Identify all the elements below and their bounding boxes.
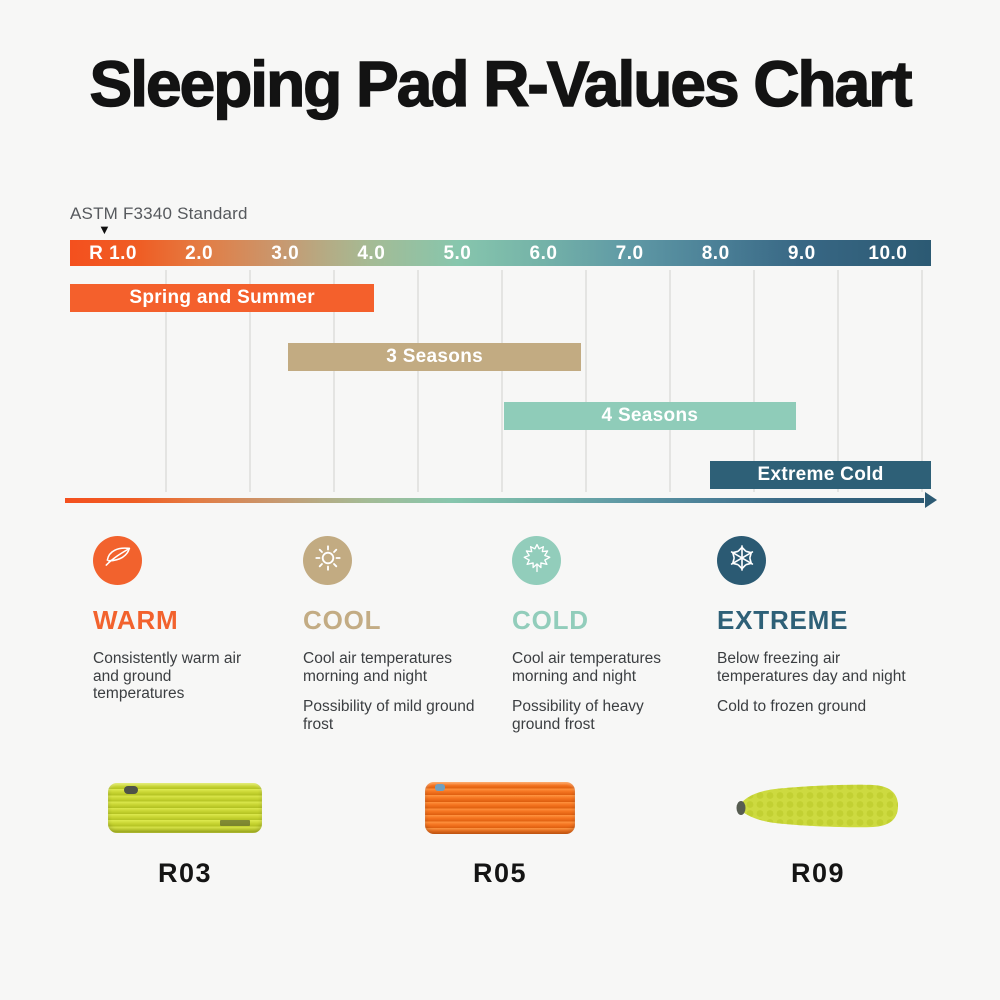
temperature-categories: WARM Consistently warm air and ground te… [93,536,931,734]
feather-icon [101,541,135,580]
scale-tick-label: R 1.0 [89,243,137,264]
gridline [164,270,167,492]
scale-tick-label: 5.0 [443,243,472,264]
arrow-head-icon [925,492,937,508]
snowflake-icon [725,541,759,580]
product-r05: R05 [400,770,600,889]
sun-icon [311,541,345,580]
sleeping-pad-image-r03 [108,783,262,833]
gridline [752,270,755,492]
season-bar: Extreme Cold [710,461,931,489]
gridline [248,270,251,492]
scale-tick-label: 3.0 [271,243,300,264]
gridline [668,270,671,492]
category-extreme: EXTREME Below freezing air temperatures … [717,536,931,734]
category-title: COLD [512,605,589,635]
scale-tick-label: 6.0 [529,243,558,264]
sleeping-pad-image-r05 [425,782,575,834]
maple-leaf-icon [520,541,554,580]
r-value-scale-bar: R 1.0 2.0 3.0 4.0 5.0 6.0 7.0 8.0 9.0 10.0 [70,240,931,266]
gridline [332,270,335,492]
season-bar: Spring and Summer [70,284,375,312]
cool-circle-badge [303,536,352,585]
category-text: Cool air temperatures morning and night [512,650,662,685]
scale-tick-label: 4.0 [357,243,386,264]
product-r03: R03 [85,770,285,889]
product-label: R03 [157,858,213,888]
axis-standard-label: ASTM F3340 Standard [70,204,248,223]
gridline [584,270,587,492]
category-title: WARM [93,605,179,635]
scale-tick-label: 7.0 [615,243,644,264]
gridline [416,270,419,492]
scale-tick-label: 9.0 [787,243,816,264]
r-value-chart: R 1.0 2.0 3.0 4.0 5.0 6.0 7.0 8.0 9.0 10.0 Spring… [65,240,937,508]
cold-circle-badge [512,536,561,585]
scale-tick-label: 2.0 [185,243,214,264]
category-cool: COOL Cool air temperatures morning and n… [303,536,512,734]
category-warm: WARM Consistently warm air and ground te… [93,536,303,734]
r1-marker-triangle-icon: ▼ [98,222,111,237]
season-bar: 3 Seasons [288,343,581,371]
category-title: COOL [303,605,382,635]
warm-circle-badge [93,536,142,585]
gridline [836,270,839,492]
season-bar: 4 Seasons [503,402,797,430]
category-text: Cool air temperatures morning and night [303,650,453,685]
scale-tick-label: 10.0 [868,243,908,264]
product-r09: R09 [718,770,918,889]
category-text: Below freezing air temperatures day and … [717,650,906,685]
extreme-circle-badge [717,536,766,585]
gradient-arrow-line [65,498,924,503]
scale-tick-label: 8.0 [701,243,730,264]
gridline [500,270,503,492]
sleeping-pad-image-r09 [735,782,901,835]
category-cold: COLD Cool air temperatures morning and n… [512,536,717,734]
product-label: R05 [472,858,528,888]
category-title: EXTREME [717,605,849,635]
page-title: Sleeping Pad R-Values Chart [89,48,913,120]
category-text: Possibility of heavy ground frost [512,698,644,733]
category-text: Consistently warm air and ground tempera… [93,650,242,703]
category-text: Possibility of mild ground frost [303,698,475,733]
category-text: Cold to frozen ground [717,698,867,716]
gridline [920,270,923,492]
product-label: R09 [790,858,846,888]
